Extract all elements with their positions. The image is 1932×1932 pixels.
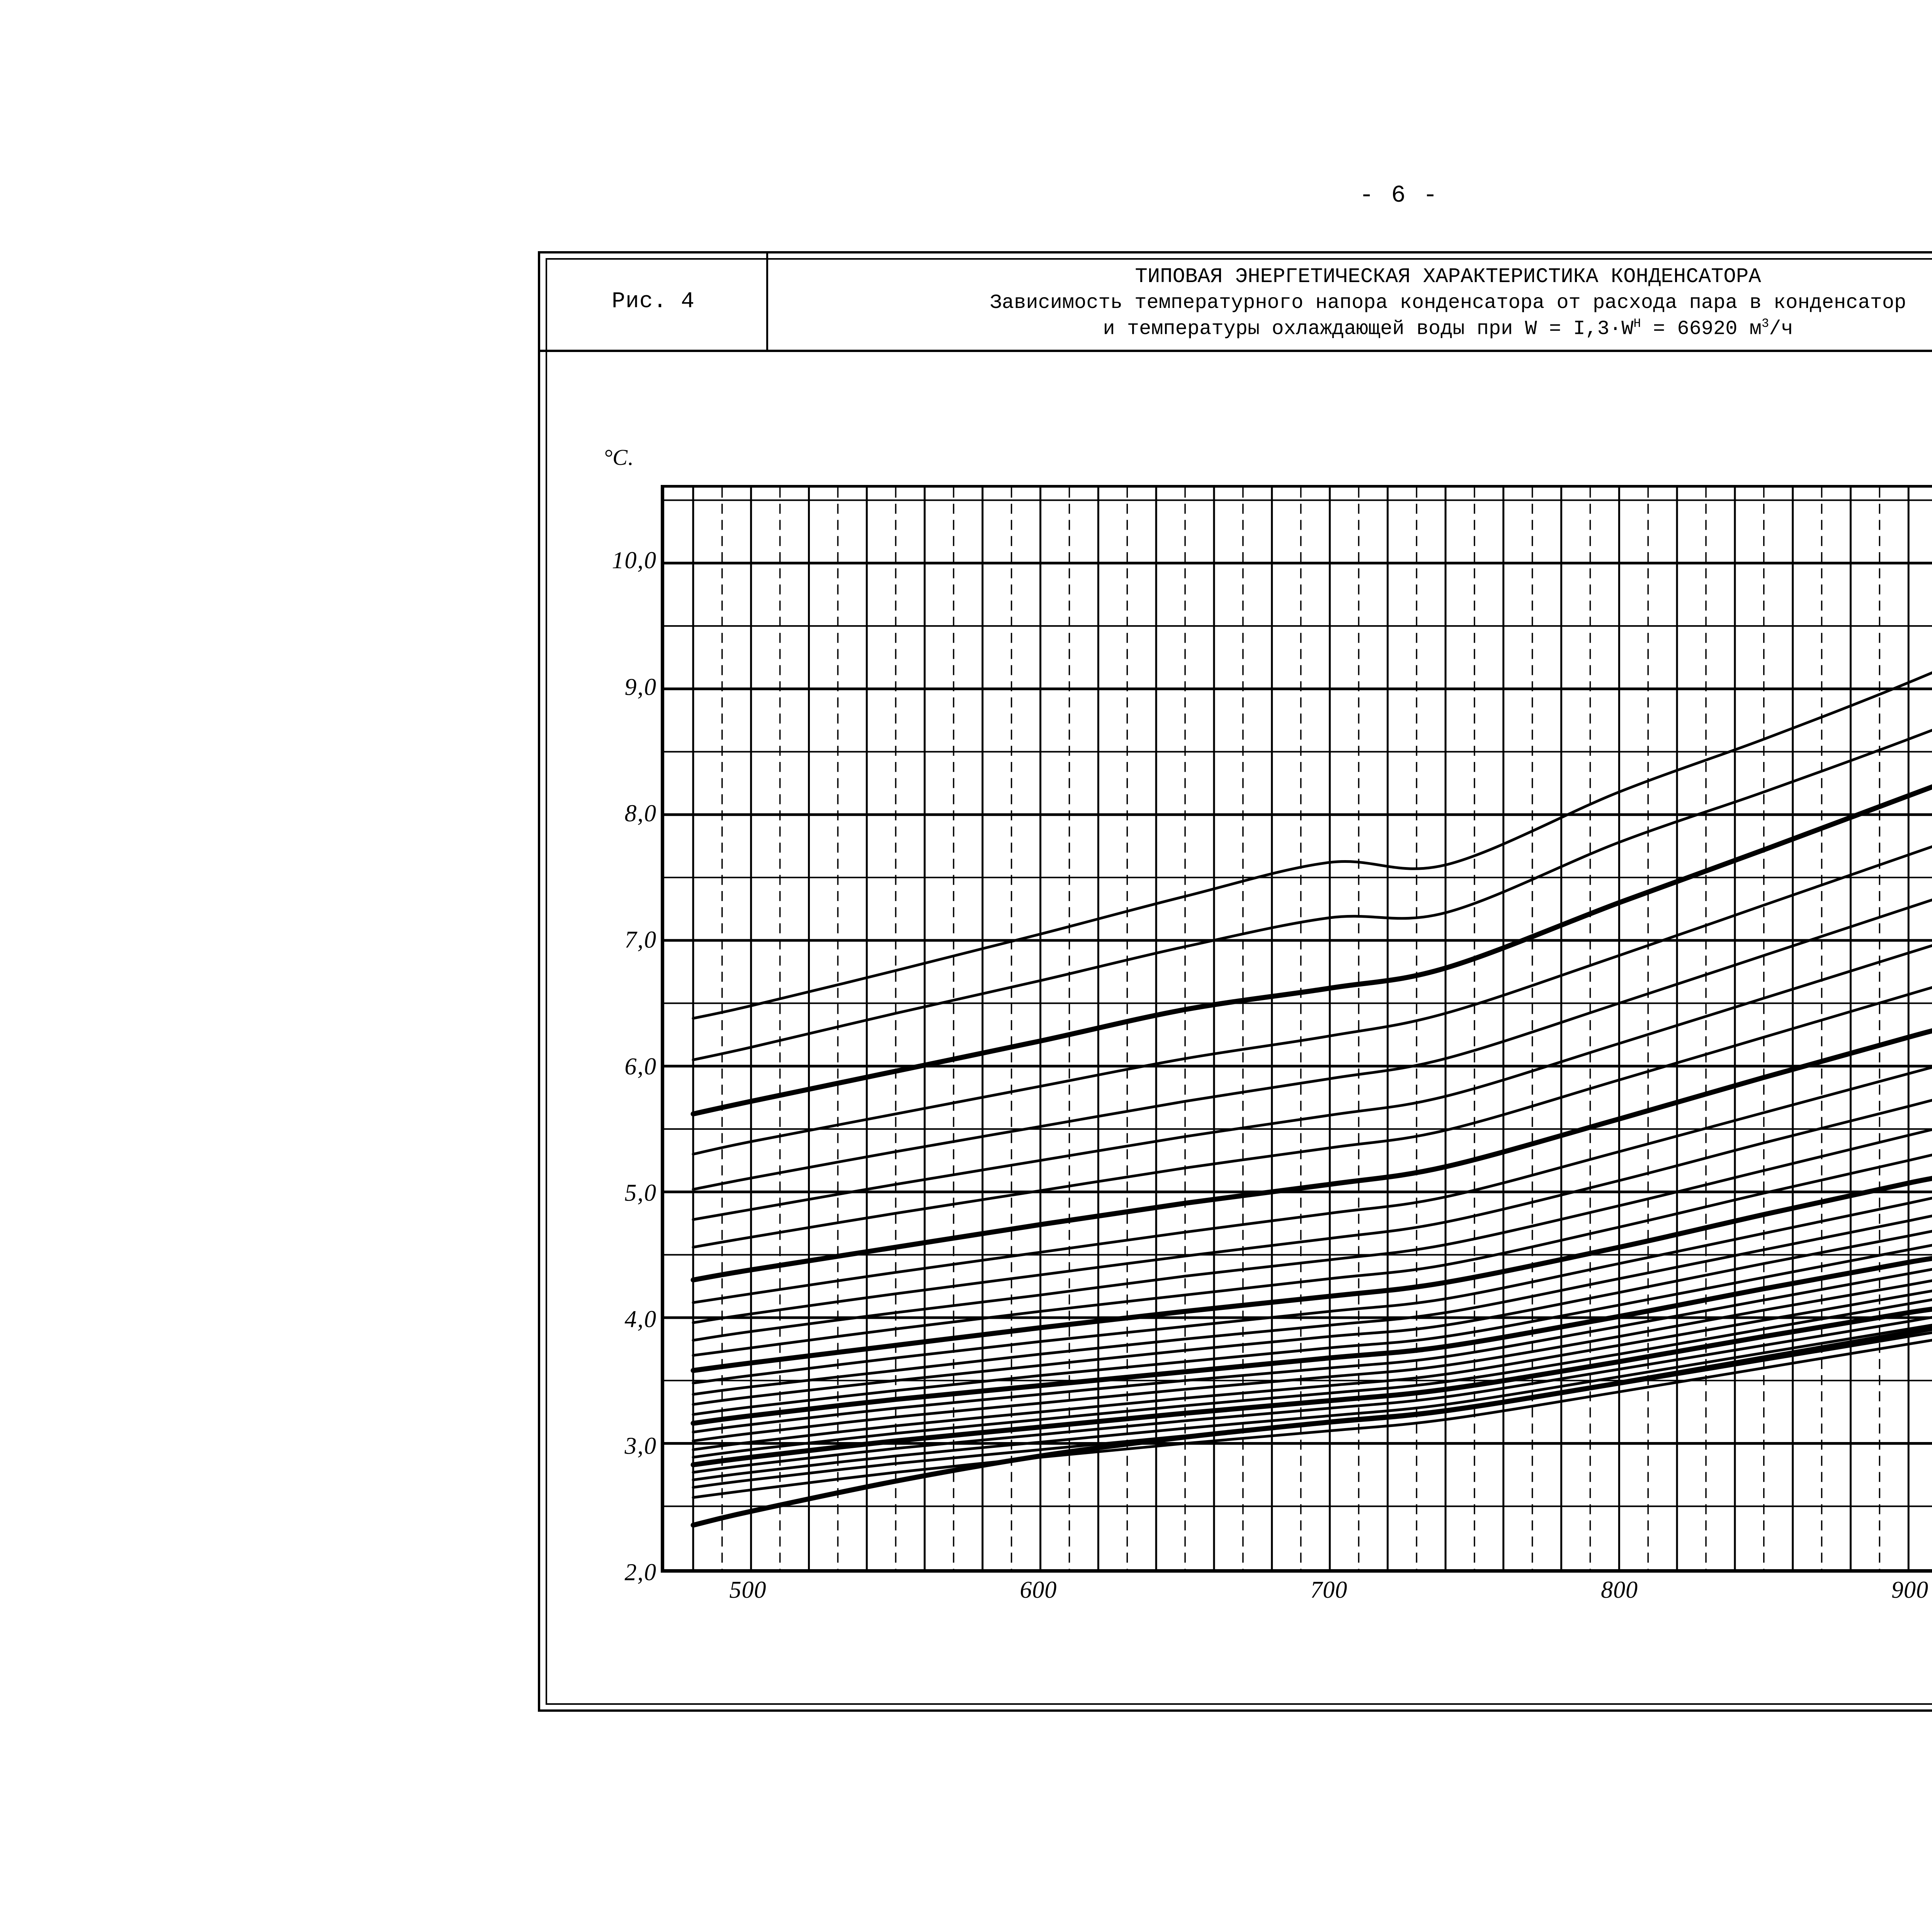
series-curve	[690, 1306, 1932, 1468]
x-tick-label: 500	[729, 1577, 767, 1603]
y-tick-label: 4,0	[624, 1306, 657, 1333]
series-curve	[692, 1066, 1932, 1304]
series-curve	[692, 1099, 1932, 1324]
series-curve	[692, 1289, 1932, 1451]
x-axis-tick-labels: 5006007008009001000 т/ч	[661, 1577, 1932, 1627]
series-curve	[692, 1338, 1932, 1499]
y-tick-label: 9,0	[624, 674, 657, 701]
series-curve	[692, 1197, 1932, 1384]
series-curve	[692, 898, 1932, 1191]
series-curve	[690, 1256, 1932, 1426]
figure-number-cell: Рис. 4	[540, 253, 768, 350]
sub2-sup-cube: 3	[1761, 316, 1769, 331]
x-tick-label: 800	[1601, 1577, 1638, 1603]
y-tick-label: 6,0	[624, 1053, 657, 1080]
series-curve	[692, 944, 1932, 1221]
y-tick-label: 7,0	[624, 927, 657, 953]
plot-area	[661, 485, 1932, 1573]
y-tick-label: 2,0	[624, 1559, 657, 1586]
sub2-pre: и температуры охлаждающей воды при W = I…	[1103, 317, 1634, 340]
series-curve	[692, 671, 1932, 1020]
chart-grid-and-curves	[664, 488, 1932, 1569]
series-curve	[692, 729, 1932, 1061]
figure-inner-frame	[546, 258, 1932, 1705]
sub2-post: /ч	[1769, 317, 1793, 340]
series-curve	[692, 1230, 1932, 1406]
y-tick-label: 5,0	[624, 1180, 657, 1206]
series-curve	[692, 986, 1932, 1249]
sub2-mid: = 66920 м	[1641, 317, 1762, 340]
series-curve	[692, 1298, 1932, 1459]
y-axis-tick-labels: 2,0 3,0 4,0 5,0 6,0 7,0 8,0 9,0 10,0	[546, 485, 657, 1586]
chart-container: °C. δt 2,03,04,05,06,07,08,09,010,0 5006…	[546, 355, 1932, 1704]
y-tick-label: 8,0	[624, 800, 657, 827]
page-number: - 6 -	[1359, 182, 1439, 209]
series-curve	[692, 1323, 1932, 1481]
series-curve	[692, 1153, 1932, 1357]
series-curve	[692, 1128, 1932, 1342]
title-block: Рис. 4 ТИПОВАЯ ЭНЕРГЕТИЧЕСКАЯ ХАРАКТЕРИС…	[540, 253, 1932, 352]
x-tick-label: 600	[1020, 1577, 1057, 1603]
chart-title-sub2: и температуры охлаждающей воды при W = I…	[1103, 316, 1793, 342]
x-tick-label: 700	[1310, 1577, 1348, 1603]
series-curve	[692, 1214, 1932, 1396]
series-curve	[692, 1316, 1932, 1474]
x-tick-label: 900	[1891, 1577, 1929, 1603]
chart-title-sub1: Зависимость температурного напора конден…	[990, 291, 1906, 314]
series-curve	[690, 1326, 1932, 1528]
y-axis-unit-label: °C.	[604, 445, 633, 470]
figure-outer-frame	[538, 251, 1932, 1712]
y-tick-label: 10,0	[612, 547, 657, 574]
series-curve	[690, 784, 1932, 1117]
series-curve	[692, 1268, 1932, 1434]
series-curve	[690, 1176, 1932, 1373]
chart-title-main: ТИПОВАЯ ЭНЕРГЕТИЧЕСКАЯ ХАРАКТЕРИСТИКА КО…	[1135, 265, 1761, 289]
y-tick-label: 3,0	[624, 1433, 657, 1459]
series-curve	[692, 1244, 1932, 1416]
series-curve	[692, 845, 1932, 1156]
title-cell: ТИПОВАЯ ЭНЕРГЕТИЧЕСКАЯ ХАРАКТЕРИСТИКА КО…	[768, 253, 1932, 350]
series-curve	[692, 1279, 1932, 1442]
figure-number-label: Рис. 4	[612, 289, 695, 314]
sub2-sup-h: H	[1633, 316, 1641, 331]
series-curve	[690, 1028, 1932, 1282]
